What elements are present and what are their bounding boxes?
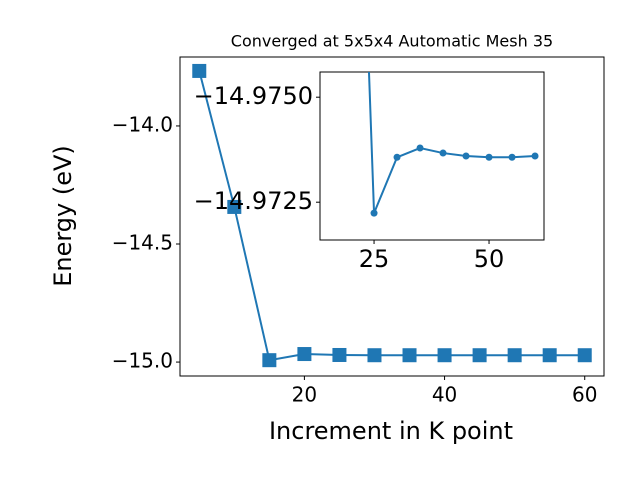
marker: [531, 152, 539, 160]
x-tick-label: 60: [572, 383, 597, 407]
y-tick-label: −14.5: [112, 231, 173, 255]
y-axis-label: Energy (eV): [49, 145, 77, 287]
marker: [297, 347, 312, 362]
marker: [507, 348, 522, 363]
marker: [393, 153, 401, 161]
marker: [416, 144, 424, 152]
marker: [508, 153, 516, 161]
marker: [192, 63, 207, 78]
series-group: [192, 63, 592, 368]
marker: [402, 348, 417, 363]
plot-area: [319, 71, 545, 241]
marker: [227, 199, 242, 214]
x-axis-label: Increment in K point: [269, 417, 513, 445]
marker: [485, 153, 493, 161]
marker: [367, 348, 382, 363]
marker: [462, 152, 470, 160]
x-tick-label: 25: [359, 245, 390, 273]
x-tick-label: 20: [292, 383, 317, 407]
chart-title: Converged at 5x5x4 Automatic Mesh 35: [231, 32, 553, 51]
y-tick-label: −14.9750: [194, 82, 313, 110]
marker: [262, 353, 277, 368]
x-tick-label: 50: [474, 245, 505, 273]
series-group: [367, 72, 539, 217]
y-tick-label: −14.0: [112, 112, 173, 136]
x-tick-label: 40: [432, 383, 457, 407]
marker: [472, 348, 487, 363]
marker: [437, 348, 452, 363]
y-tick-label: −14.9725: [194, 187, 313, 215]
marker: [542, 348, 557, 363]
marker: [370, 209, 378, 217]
marker: [439, 149, 447, 157]
marker: [332, 347, 347, 362]
marker: [577, 348, 592, 363]
y-tick-label: −15.0: [112, 349, 173, 373]
